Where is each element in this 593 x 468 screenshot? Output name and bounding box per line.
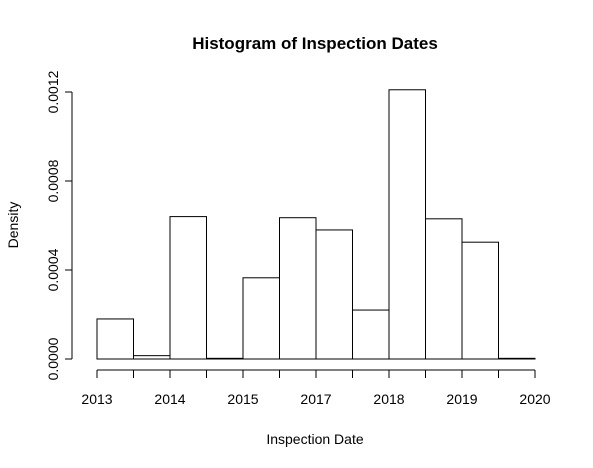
histogram-bar [425, 218, 463, 360]
histogram-bar [279, 217, 317, 360]
x-tick-label: 2017 [300, 391, 331, 407]
histogram-bar [388, 89, 426, 360]
y-axis-label: Density [5, 202, 21, 249]
x-tick-label: 2020 [519, 391, 550, 407]
x-tick-label: 2015 [227, 391, 258, 407]
histogram-bar [461, 241, 499, 360]
y-tick-label: 0.0000 [45, 337, 61, 380]
histogram-bar [169, 216, 207, 360]
y-axis: 0.0000 0.0004 0.0008 0.0012 [45, 70, 73, 380]
x-axis-label: Inspection Date [266, 431, 363, 447]
histogram-bar [352, 309, 390, 360]
x-tick-label: 2019 [446, 391, 477, 407]
bars-group [96, 89, 536, 360]
histogram-bar [206, 357, 244, 360]
x-tick-label: 2018 [373, 391, 404, 407]
x-axis: 2013 2014 2015 2017 2018 2019 2020 [81, 369, 551, 407]
histogram-bar [133, 355, 171, 360]
chart-title: Histogram of Inspection Dates [192, 34, 438, 53]
histogram-bar [96, 318, 134, 360]
y-tick-label: 0.0004 [45, 248, 61, 291]
x-tick-label: 2014 [154, 391, 185, 407]
histogram-bar [498, 357, 536, 360]
histogram-bar [242, 277, 280, 360]
y-tick-label: 0.0012 [45, 70, 61, 113]
y-tick-label: 0.0008 [45, 159, 61, 202]
x-tick-label: 2013 [81, 391, 112, 407]
histogram-bar [315, 229, 353, 360]
